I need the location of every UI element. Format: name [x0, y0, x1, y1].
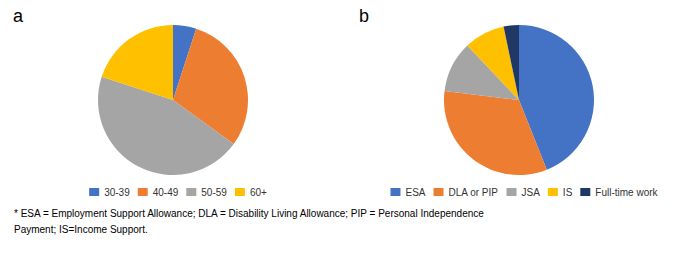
svg-text:a: a: [13, 6, 24, 26]
svg-text:DLA or PIP: DLA or PIP: [448, 187, 498, 198]
svg-text:40-49: 40-49: [153, 187, 179, 198]
svg-text:30-39: 30-39: [104, 187, 130, 198]
svg-text:* ESA = Employment Support All: * ESA = Employment Support Allowance; DL…: [14, 208, 484, 219]
svg-text:50-59: 50-59: [201, 187, 227, 198]
svg-text:ESA: ESA: [405, 187, 425, 198]
svg-text:60+: 60+: [250, 187, 267, 198]
svg-text:b: b: [359, 6, 369, 26]
svg-text:JSA: JSA: [522, 187, 541, 198]
svg-text:Payment; IS=Income Support.: Payment; IS=Income Support.: [14, 224, 148, 235]
svg-text:Full-time work: Full-time work: [595, 187, 658, 198]
svg-text:IS: IS: [563, 187, 573, 198]
